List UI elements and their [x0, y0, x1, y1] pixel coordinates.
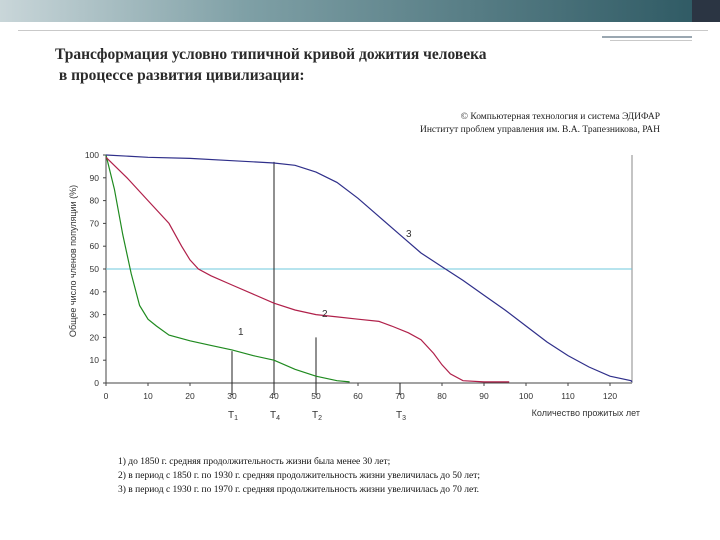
copyright-line-1: © Компьютерная технология и система ЭДИФ…	[460, 112, 660, 122]
series-line-2	[105, 156, 510, 383]
y-tick-label: 0	[94, 378, 99, 388]
x-tick-label: 100	[519, 391, 533, 401]
marker-label-t2: T2	[312, 410, 322, 422]
marker-label-t1: T1	[228, 410, 238, 422]
title-line-2: в процессе развития цивилизации:	[55, 67, 305, 84]
y-axis-label: Общее число членов популяции (%)	[68, 185, 78, 337]
y-tick-label: 20	[90, 332, 100, 342]
banner-edge	[692, 0, 720, 22]
y-tick-label: 30	[90, 310, 100, 320]
divider-accent-thin	[610, 40, 692, 41]
divider-line	[18, 30, 708, 31]
divider-accent	[602, 36, 692, 38]
note-3: 3) в период с 1930 г. по 1970 г. средняя…	[118, 485, 480, 495]
y-tick-label: 80	[90, 196, 100, 206]
y-tick-label: 70	[90, 218, 100, 228]
x-tick-label: 120	[603, 391, 617, 401]
x-tick-label: 0	[104, 391, 109, 401]
title-line-1: Трансформация условно типичной кривой до…	[55, 46, 487, 63]
x-tick-label: 60	[353, 391, 363, 401]
top-banner	[0, 0, 720, 22]
note-2: 2) в период с 1850 г. по 1930 г. средняя…	[118, 471, 480, 481]
y-tick-label: 10	[90, 355, 100, 365]
x-tick-label: 110	[561, 391, 575, 401]
slide-title: Трансформация условно типичной кривой до…	[55, 44, 615, 86]
y-tick-label: 40	[90, 287, 100, 297]
x-tick-label: 80	[437, 391, 447, 401]
y-tick-label: 60	[90, 241, 100, 251]
x-tick-label: 50	[311, 391, 321, 401]
y-tick-label: 100	[85, 150, 99, 160]
series-line-3	[105, 154, 633, 383]
note-1: 1) до 1850 г. средняя продолжительность …	[118, 457, 391, 467]
x-tick-label: 90	[479, 391, 489, 401]
marker-label-t4: T4	[270, 410, 280, 422]
notes-list: 1) до 1850 г. средняя продолжительность …	[118, 455, 678, 497]
x-tick-label: 20	[185, 391, 195, 401]
series-label-1: 1	[238, 327, 244, 338]
x-tick-label: 40	[269, 391, 279, 401]
y-tick-label: 90	[90, 173, 100, 183]
banner-gradient	[0, 0, 700, 22]
copyright-note: © Компьютерная технология и система ЭДИФ…	[370, 111, 660, 137]
x-tick-label: 70	[395, 391, 405, 401]
copyright-line-2: Институт проблем управления им. В.А. Тра…	[419, 125, 660, 135]
series-line-1	[105, 154, 350, 383]
x-tick-label: 30	[227, 391, 237, 401]
y-tick-label: 50	[90, 264, 100, 274]
series-label-3: 3	[406, 229, 412, 240]
series-label-2: 2	[322, 309, 328, 320]
x-axis-label: Количество прожитых лет	[532, 408, 640, 418]
x-tick-label: 10	[143, 391, 153, 401]
marker-label-t3: T3	[396, 410, 406, 422]
